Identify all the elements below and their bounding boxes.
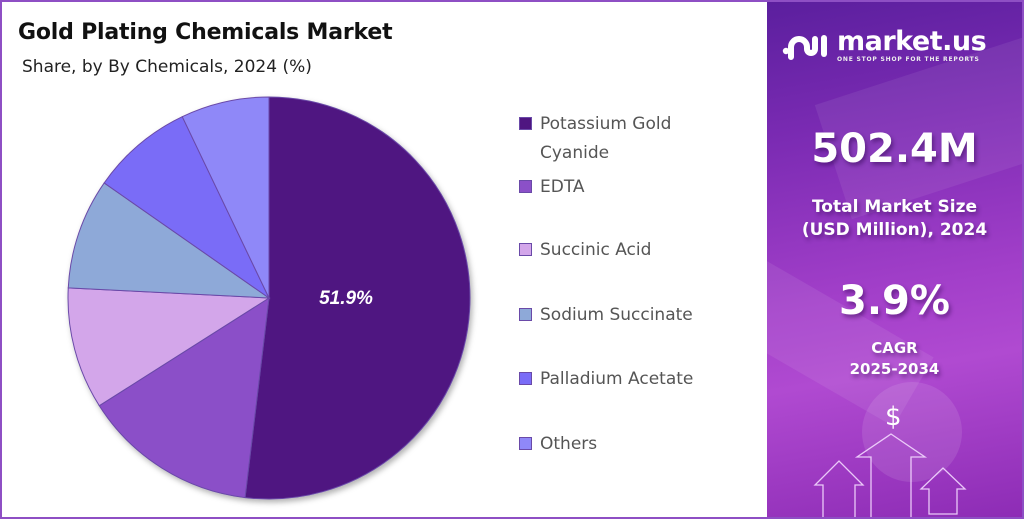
pie-slice-sodium-succinate[interactable]: [67, 182, 271, 299]
legend-swatch: [519, 308, 532, 321]
legend-swatch: [519, 437, 532, 450]
pie-slice-palladium-acetate[interactable]: [103, 116, 271, 300]
brand-tagline: ONE STOP SHOP FOR THE REPORTS: [837, 56, 980, 63]
pie-slice-edta[interactable]: [98, 297, 270, 499]
legend-label: EDTA: [540, 177, 585, 197]
legend-item-others[interactable]: Others: [519, 430, 730, 459]
legend-swatch: [519, 243, 532, 256]
legend-item-succinic-acid[interactable]: Succinic Acid: [519, 236, 730, 265]
cagr-label: CAGR 2025-2034: [849, 339, 940, 378]
pie-slice-potassium-gold-cyanide[interactable]: [244, 96, 471, 500]
legend-swatch: [519, 117, 532, 130]
pie-slice-succinic-acid[interactable]: [67, 287, 271, 407]
chart-title: Gold Plating Chemicals Market: [18, 20, 393, 45]
pie-slice-others[interactable]: [181, 96, 270, 299]
market-size-value: 502.4M: [811, 126, 978, 172]
chart-panel: Gold Plating Chemicals Market Share, by …: [2, 2, 767, 517]
legend-swatch: [519, 372, 532, 385]
legend-item-palladium-acetate[interactable]: Palladium Acetate: [519, 365, 730, 394]
legend-item-sodium-succinate[interactable]: Sodium Succinate: [519, 301, 730, 330]
chart-subtitle: Share, by By Chemicals, 2024 (%): [22, 57, 312, 77]
cagr-value: 3.9%: [839, 278, 950, 324]
stats-panel: market.us ONE STOP SHOP FOR THE REPORTS …: [767, 2, 1022, 517]
legend-label: Sodium Succinate: [540, 305, 693, 325]
slice-label-potassium-gold-cyanide: 51.9%: [319, 288, 373, 309]
brand-logo[interactable]: market.us ONE STOP SHOP FOR THE REPORTS: [781, 26, 987, 63]
background-cup-shape: [862, 382, 962, 482]
brand-name: market.us: [837, 26, 987, 57]
legend-label: Palladium Acetate: [540, 369, 694, 389]
growth-arrows-icon: [813, 433, 967, 517]
legend-swatch: [519, 180, 532, 193]
legend-label: Others: [540, 434, 598, 454]
legend-item-edta[interactable]: EDTA: [519, 173, 730, 202]
market-size-label: Total Market Size (USD Million), 2024: [801, 197, 988, 240]
legend-label: Potassium Gold Cyanide: [540, 114, 672, 163]
pie-chart: 51.9%: [67, 96, 471, 500]
legend-item-potassium-gold-cyanide[interactable]: Potassium Gold Cyanide: [519, 110, 730, 168]
legend-label: Succinic Acid: [540, 240, 652, 260]
market-us-logo-icon: [782, 34, 827, 60]
dollar-icon: $: [885, 402, 902, 432]
